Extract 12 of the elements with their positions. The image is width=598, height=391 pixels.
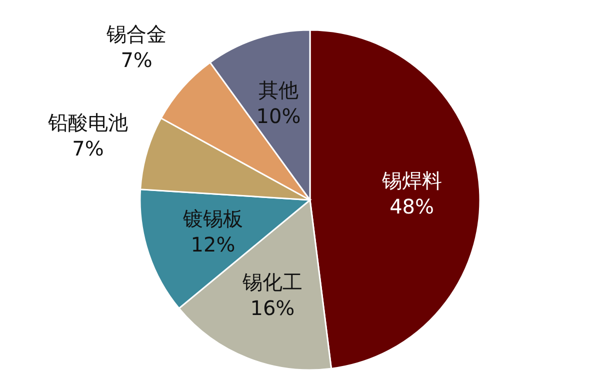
slice-label: 其他: [258, 78, 298, 102]
data-label: 7%: [120, 48, 152, 72]
slice-label: 铅酸电池: [46, 110, 128, 134]
slice-label: 锡合金: [106, 22, 167, 46]
slice-label: 镀锡板: [182, 206, 243, 231]
data-label: 48%: [390, 194, 434, 219]
slice-label: 锡焊料: [380, 168, 442, 193]
data-label: 12%: [190, 232, 236, 257]
data-label: 10%: [256, 104, 301, 128]
data-label: 16%: [250, 296, 295, 320]
data-label: 7%: [72, 136, 104, 160]
slice-label: 锡化工: [241, 270, 302, 294]
